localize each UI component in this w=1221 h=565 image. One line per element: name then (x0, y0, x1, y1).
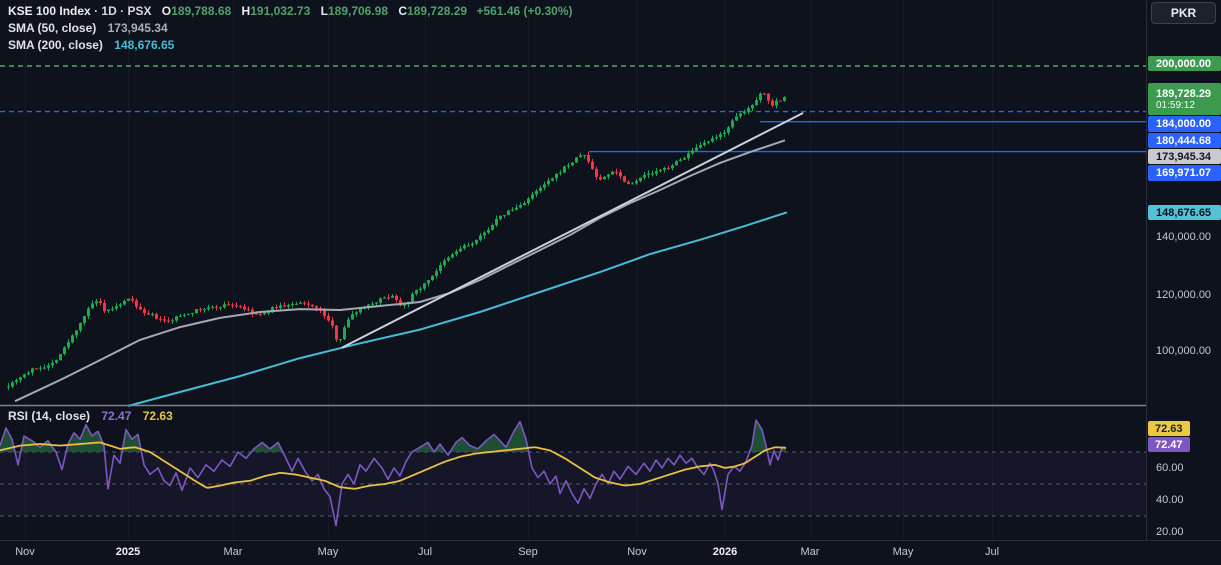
separator-dot: · (94, 4, 99, 18)
rsi-legend-row[interactable]: RSI (14, close) 72.47 72.63 (8, 409, 173, 423)
price-label-chip: 169,971.07 (1148, 165, 1221, 181)
currency-button[interactable]: PKR (1151, 2, 1216, 24)
axis-tick-label: Nov (627, 546, 647, 558)
separator-dot: · (120, 4, 125, 18)
axis-tick-label: 2026 (712, 546, 738, 558)
axis-tick-label: May (317, 546, 339, 558)
price-axis[interactable]: 140,000.00 120,000.00 100,000.00 60.00 40.00… (1146, 0, 1221, 540)
axis-tick-label: Sep (518, 546, 538, 558)
axis-tick-label: Mar (800, 546, 820, 558)
chart-panes[interactable] (0, 0, 1146, 540)
sma50-legend-row[interactable]: SMA (50, close) 173,945.34 (8, 20, 573, 37)
axis-tick-label: 20.00 (1156, 526, 1184, 538)
price-label-chip: 72.63 (1148, 421, 1190, 436)
axis-tick-label: Jul (984, 546, 1000, 558)
rsi-label: RSI (14, close) (8, 409, 91, 423)
sma50-value: 173,945.34 (107, 21, 168, 35)
price-label-chip: 184,000.00 (1148, 116, 1221, 132)
sma200-value: 148,676.65 (114, 38, 175, 52)
exchange-label: PSX (127, 4, 152, 18)
symbol-legend[interactable]: KSE 100 Index · 1D · PSX O189,788.68 H19… (8, 3, 573, 54)
low-letter: L (320, 4, 328, 18)
open-letter: O (161, 4, 172, 18)
price-label-chip: 180,444.68 (1148, 133, 1221, 148)
axis-tick-label: Jul (417, 546, 433, 558)
price-label-chip: 173,945.34 (1148, 149, 1221, 164)
axis-tick-label: 100,000.00 (1156, 345, 1212, 357)
symbol-legend-row[interactable]: KSE 100 Index · 1D · PSX O189,788.68 H19… (8, 3, 573, 20)
close-value: 189,728.29 (407, 4, 468, 18)
axis-tick-label: Nov (15, 546, 35, 558)
sma200-label: SMA (200, close) (8, 38, 103, 52)
axis-tick-label: 40.00 (1156, 494, 1184, 506)
change-value: +561.46 (+0.30%) (476, 4, 573, 18)
axis-tick-label: May (892, 546, 914, 558)
close-letter: C (398, 4, 408, 18)
open-value: 189,788.68 (171, 4, 232, 18)
rsi-value: 72.47 (101, 409, 132, 423)
axis-tick-label: 60.00 (1156, 462, 1184, 474)
sma50-label: SMA (50, close) (8, 21, 97, 35)
time-axis[interactable]: Nov 2025 Mar May Jul Sep Nov 2026 Mar May Jul (0, 540, 1221, 565)
price-label-chip: 72.47 (1148, 437, 1190, 452)
symbol-title: KSE 100 Index (8, 4, 91, 18)
sma200-legend-row[interactable]: SMA (200, close) 148,676.65 (8, 37, 573, 54)
axis-tick-label: Mar (223, 546, 243, 558)
high-value: 191,032.73 (250, 4, 311, 18)
rsi-ma-value: 72.63 (142, 409, 173, 423)
axis-tick-label: 140,000.00 (1156, 231, 1212, 243)
price-label-chip: 200,000.00 (1148, 56, 1221, 71)
axis-tick-label: 120,000.00 (1156, 289, 1212, 301)
axis-tick-label: 2025 (115, 546, 141, 558)
low-value: 189,706.98 (327, 4, 389, 18)
interval-label: 1D (101, 4, 117, 18)
price-label-chip: 148,676.65 (1148, 205, 1221, 220)
high-letter: H (241, 4, 251, 18)
price-label-chip: 189,728.29 01:59:12 (1148, 83, 1221, 115)
